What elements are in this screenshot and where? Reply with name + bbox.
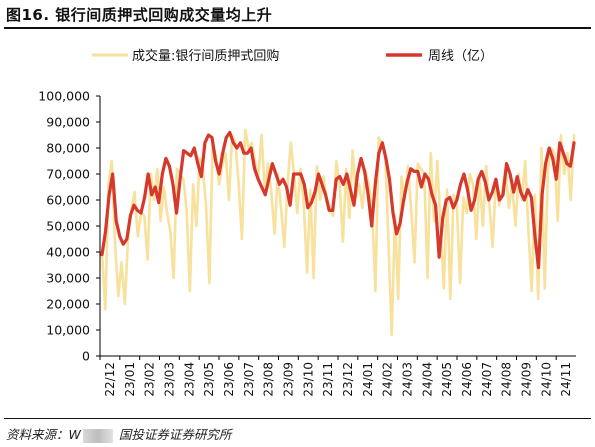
x-axis-ticks: 22/12 23/01 23/02 23/03 23/04 23/05 23/06 23/07… — [99, 356, 573, 397]
daily-volume-line — [100, 128, 576, 337]
y-tick-label: 50,000 — [46, 219, 90, 234]
weekly-series — [100, 130, 576, 270]
y-tick-label: 40,000 — [46, 245, 90, 260]
redacted-block — [82, 428, 113, 443]
x-tick-label: 23/09 — [281, 362, 295, 397]
y-tick-label: 60,000 — [46, 193, 90, 208]
y-tick-label: 80,000 — [46, 141, 90, 156]
y-tick-label: 100,000 — [38, 89, 90, 104]
x-tick-label: 23/01 — [123, 362, 137, 397]
x-tick-label: 23/05 — [202, 362, 216, 397]
daily-volume-series — [100, 128, 576, 337]
title-underline — [4, 27, 591, 29]
legend: 成交量:银行间质押式回购 周线（亿） — [92, 48, 493, 64]
y-tick-label: 20,000 — [46, 297, 90, 312]
x-tick-label: 23/04 — [182, 362, 196, 397]
source-suffix: 国投证券证券研究所 — [118, 427, 232, 442]
x-tick-label: 22/12 — [103, 362, 117, 397]
x-tick-label: 23/03 — [162, 362, 176, 397]
chart: 成交量:银行间质押式回购 周线（亿） 0 10,000 20,000 30,000 40,… — [38, 48, 576, 397]
x-tick-label: 23/11 — [321, 362, 335, 397]
x-tick-label: 23/12 — [341, 362, 355, 397]
y-tick-label: 30,000 — [46, 271, 90, 286]
x-tick-label: 24/04 — [420, 362, 434, 397]
axes — [99, 96, 576, 357]
x-tick-label: 23/08 — [262, 362, 276, 397]
x-tick-label: 24/11 — [559, 362, 573, 397]
x-tick-label: 24/09 — [519, 362, 533, 397]
x-tick-label: 24/10 — [539, 362, 553, 397]
x-tick-label: 24/08 — [500, 362, 514, 397]
x-tick-label: 24/07 — [480, 362, 494, 397]
y-tick-label: 90,000 — [46, 115, 90, 130]
weekly-line — [100, 130, 576, 270]
x-tick-label: 24/02 — [381, 362, 395, 397]
source-divider — [4, 418, 591, 419]
y-tick-label: 70,000 — [46, 167, 90, 182]
x-tick-label: 23/07 — [242, 362, 256, 397]
x-tick-label: 23/06 — [222, 362, 236, 397]
x-tick-label: 24/05 — [440, 362, 454, 397]
x-tick-label: 23/10 — [301, 362, 315, 397]
x-tick-label: 24/03 — [400, 362, 414, 397]
x-tick-label: 24/01 — [361, 362, 375, 397]
source-note: 资料来源：W 国投证券证券研究所 — [6, 424, 231, 443]
y-tick-label: 10,000 — [46, 323, 90, 338]
y-tick-label: 0 — [82, 349, 90, 364]
y-axis-ticks: 0 10,000 20,000 30,000 40,000 50,000 60,000 70,… — [38, 89, 100, 364]
source-prefix: 资料来源：W — [6, 427, 81, 442]
legend-label-weekly: 周线（亿） — [428, 49, 493, 64]
x-tick-label: 24/06 — [460, 362, 474, 397]
figure-title: 图16. 银行间质押式回购成交量均上升 — [6, 6, 273, 24]
legend-label-daily: 成交量:银行间质押式回购 — [132, 48, 279, 64]
x-tick-label: 23/02 — [143, 362, 157, 397]
